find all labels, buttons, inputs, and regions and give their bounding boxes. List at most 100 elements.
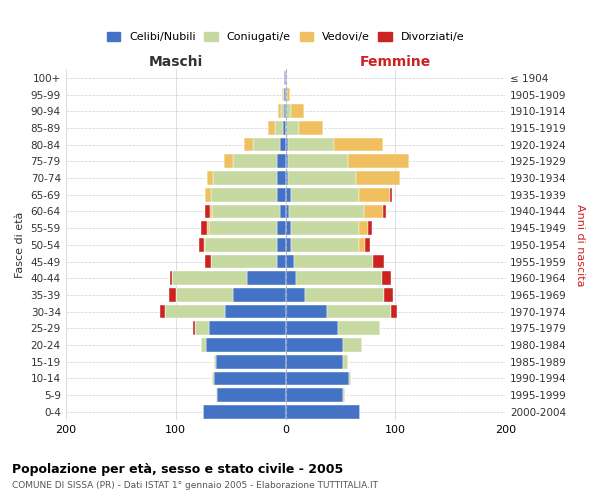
Bar	[338, 322, 380, 335]
Bar	[253, 138, 280, 151]
Bar	[206, 338, 286, 352]
Bar	[294, 254, 373, 268]
Bar	[280, 138, 286, 151]
Bar	[275, 121, 283, 135]
Bar	[286, 272, 296, 285]
Bar	[286, 204, 289, 218]
Bar	[359, 238, 365, 252]
Bar	[359, 188, 390, 202]
Bar	[164, 305, 225, 318]
Bar	[169, 288, 176, 302]
Bar	[349, 372, 352, 385]
Y-axis label: Anni di nascita: Anni di nascita	[575, 204, 585, 286]
Bar	[209, 322, 286, 335]
Bar	[286, 372, 349, 385]
Bar	[287, 154, 348, 168]
Bar	[170, 272, 172, 285]
Bar	[286, 238, 291, 252]
Bar	[233, 154, 277, 168]
Bar	[209, 222, 277, 235]
Bar	[286, 154, 287, 168]
Bar	[356, 171, 400, 185]
Bar	[382, 272, 391, 285]
Bar	[217, 388, 286, 402]
Bar	[286, 305, 327, 318]
Bar	[359, 222, 368, 235]
Bar	[286, 288, 305, 302]
Bar	[277, 154, 286, 168]
Bar	[283, 121, 286, 135]
Bar	[286, 388, 343, 402]
Bar	[291, 188, 359, 202]
Bar	[160, 305, 164, 318]
Bar	[203, 405, 286, 418]
Bar	[291, 222, 359, 235]
Legend: Celibi/Nubili, Coniugati/e, Vedovi/e, Divorziati/e: Celibi/Nubili, Coniugati/e, Vedovi/e, Di…	[104, 30, 467, 44]
Bar	[205, 238, 277, 252]
Bar	[277, 254, 286, 268]
Bar	[286, 171, 287, 185]
Bar	[286, 71, 287, 85]
Bar	[368, 222, 373, 235]
Bar	[391, 305, 397, 318]
Bar	[205, 254, 211, 268]
Y-axis label: Fasce di età: Fasce di età	[15, 212, 25, 278]
Bar	[291, 238, 359, 252]
Bar	[224, 154, 233, 168]
Bar	[212, 204, 280, 218]
Bar	[205, 188, 211, 202]
Bar	[268, 121, 275, 135]
Bar	[286, 121, 299, 135]
Bar	[286, 405, 360, 418]
Bar	[286, 254, 294, 268]
Bar	[205, 204, 209, 218]
Bar	[284, 88, 286, 102]
Text: Femmine: Femmine	[360, 56, 431, 70]
Bar	[286, 338, 343, 352]
Bar	[296, 272, 382, 285]
Bar	[343, 338, 362, 352]
Bar	[204, 238, 205, 252]
Bar	[286, 88, 287, 102]
Bar	[280, 204, 286, 218]
Bar	[284, 71, 286, 85]
Bar	[201, 222, 208, 235]
Bar	[286, 188, 291, 202]
Bar	[364, 204, 383, 218]
Bar	[327, 305, 391, 318]
Bar	[289, 204, 364, 218]
Bar	[334, 138, 383, 151]
Bar	[283, 88, 284, 102]
Bar	[212, 372, 214, 385]
Bar	[365, 238, 370, 252]
Bar	[277, 188, 286, 202]
Text: COMUNE DI SISSA (PR) - Dati ISTAT 1° gennaio 2005 - Elaborazione TUTTITALIA.IT: COMUNE DI SISSA (PR) - Dati ISTAT 1° gen…	[12, 481, 378, 490]
Bar	[196, 322, 209, 335]
Bar	[208, 222, 209, 235]
Bar	[291, 104, 304, 118]
Bar	[282, 88, 283, 102]
Bar	[305, 288, 385, 302]
Bar	[383, 204, 386, 218]
Bar	[214, 372, 286, 385]
Bar	[211, 188, 277, 202]
Bar	[176, 288, 233, 302]
Bar	[201, 338, 206, 352]
Bar	[199, 238, 204, 252]
Bar	[287, 138, 334, 151]
Bar	[172, 272, 247, 285]
Bar	[343, 355, 348, 368]
Bar	[216, 388, 217, 402]
Bar	[214, 355, 216, 368]
Bar	[287, 171, 356, 185]
Bar	[277, 222, 286, 235]
Bar	[286, 322, 338, 335]
Bar	[216, 355, 286, 368]
Bar	[284, 104, 286, 118]
Bar	[278, 104, 281, 118]
Bar	[287, 88, 290, 102]
Bar	[286, 138, 287, 151]
Bar	[193, 322, 196, 335]
Bar	[281, 104, 284, 118]
Bar	[390, 188, 392, 202]
